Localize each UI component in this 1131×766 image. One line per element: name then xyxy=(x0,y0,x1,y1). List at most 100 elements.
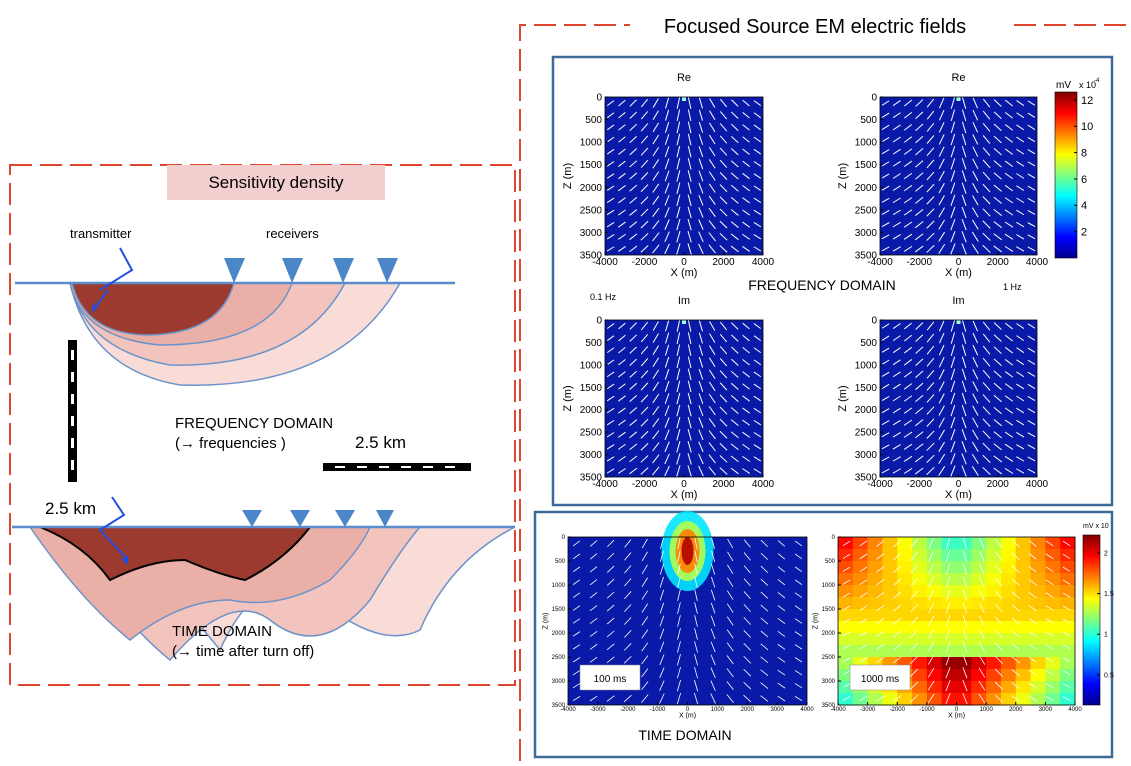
field-arrow xyxy=(904,99,913,107)
field-arrow xyxy=(938,207,945,218)
field-arrow xyxy=(926,196,935,205)
x-tick-label: 4000 xyxy=(1026,257,1049,268)
field-arrow xyxy=(1016,112,1025,119)
heatmap-cell xyxy=(956,537,972,550)
field-arrow xyxy=(687,182,692,194)
heatmap-cell xyxy=(838,573,854,586)
source-marker xyxy=(682,97,686,101)
field-arrow xyxy=(945,680,951,692)
field-arrow xyxy=(876,592,885,599)
field-arrow xyxy=(629,419,638,427)
field-arrow xyxy=(892,112,901,119)
field-arrow xyxy=(962,628,968,640)
field-arrow xyxy=(979,564,985,575)
field-arrow xyxy=(1027,408,1036,414)
heatmap-cell xyxy=(1015,693,1032,706)
heatmap-cell xyxy=(971,681,987,694)
field-arrow xyxy=(726,668,734,678)
heatmap-cell xyxy=(852,609,869,622)
field-arrow xyxy=(694,679,699,692)
field-arrow xyxy=(938,405,945,416)
field-arrow xyxy=(1004,346,1014,354)
panel-title: Re xyxy=(951,72,965,84)
field-arrow xyxy=(710,693,716,704)
field-arrow xyxy=(726,655,734,665)
field-arrow xyxy=(1028,617,1037,625)
field-arrow xyxy=(753,419,762,426)
heatmap-cell xyxy=(1060,561,1076,574)
field-arrow xyxy=(727,564,734,575)
field-arrow xyxy=(993,208,1002,216)
field-arrow xyxy=(926,357,935,367)
field-arrow xyxy=(676,109,681,122)
x-tick-label: 3000 xyxy=(1039,707,1053,713)
field-arrow xyxy=(1027,197,1036,203)
field-arrow xyxy=(982,171,991,181)
field-arrow xyxy=(876,540,885,547)
field-arrow xyxy=(915,160,924,168)
field-arrow xyxy=(664,219,670,230)
field-arrow xyxy=(928,602,935,614)
y-tick-label: 0 xyxy=(832,535,836,541)
field-arrow xyxy=(760,578,769,586)
field-arrow xyxy=(1004,221,1014,228)
heatmap-cell xyxy=(1060,645,1076,658)
field-arrow xyxy=(730,233,739,241)
field-arrow xyxy=(730,455,739,463)
field-arrow xyxy=(726,629,734,639)
field-arrow xyxy=(606,552,615,560)
field-arrow xyxy=(1062,566,1071,572)
field-arrow xyxy=(1027,149,1036,155)
field-arrow xyxy=(950,97,955,109)
field-arrow xyxy=(629,322,637,330)
field-arrow xyxy=(794,618,803,624)
field-arrow xyxy=(978,680,986,691)
field-arrow xyxy=(910,629,919,639)
field-arrow xyxy=(753,347,762,354)
field-arrow xyxy=(652,146,660,157)
field-arrow xyxy=(730,245,739,253)
field-arrow xyxy=(777,579,786,586)
x-tick-label: 2000 xyxy=(987,479,1010,490)
field-arrow xyxy=(753,221,762,228)
y-tick-label: 3000 xyxy=(552,679,566,685)
field-arrow xyxy=(1062,683,1071,688)
field-arrow xyxy=(641,642,649,652)
field-arrow xyxy=(652,430,660,440)
field-arrow xyxy=(1011,656,1020,664)
field-arrow xyxy=(892,323,901,329)
field-arrow xyxy=(760,630,769,638)
field-arrow xyxy=(982,430,991,439)
heatmap-cell xyxy=(882,561,898,574)
heatmap-cell xyxy=(1030,669,1046,682)
field-arrow xyxy=(842,657,851,663)
field-arrow xyxy=(629,160,638,168)
field-arrow xyxy=(698,231,704,243)
field-arrow xyxy=(938,146,945,157)
heatmap-cell xyxy=(941,693,957,706)
x-tick-label: 2000 xyxy=(1009,707,1023,713)
field-arrow xyxy=(881,246,890,252)
field-arrow xyxy=(1027,359,1036,365)
field-arrow xyxy=(904,322,913,330)
field-arrow xyxy=(926,244,935,253)
field-arrow xyxy=(719,147,728,156)
field-arrow xyxy=(640,172,649,180)
field-arrow xyxy=(629,431,638,439)
field-arrow xyxy=(607,539,615,548)
field-arrow xyxy=(719,406,728,415)
field-image xyxy=(605,320,763,477)
heatmap-cell xyxy=(971,609,987,622)
field-arrow xyxy=(719,135,728,144)
x-tick-label: 4000 xyxy=(800,707,814,713)
y-tick-label: 0 xyxy=(596,316,602,327)
field-arrow xyxy=(794,566,803,573)
field-arrow xyxy=(730,370,739,378)
heatmap-cell xyxy=(971,693,987,706)
field-arrow xyxy=(903,419,913,426)
field-arrow xyxy=(915,358,924,366)
heatmap-cell xyxy=(897,621,913,634)
field-arrow xyxy=(677,628,681,640)
field-arrow xyxy=(1016,100,1025,107)
field-arrow xyxy=(915,172,924,180)
